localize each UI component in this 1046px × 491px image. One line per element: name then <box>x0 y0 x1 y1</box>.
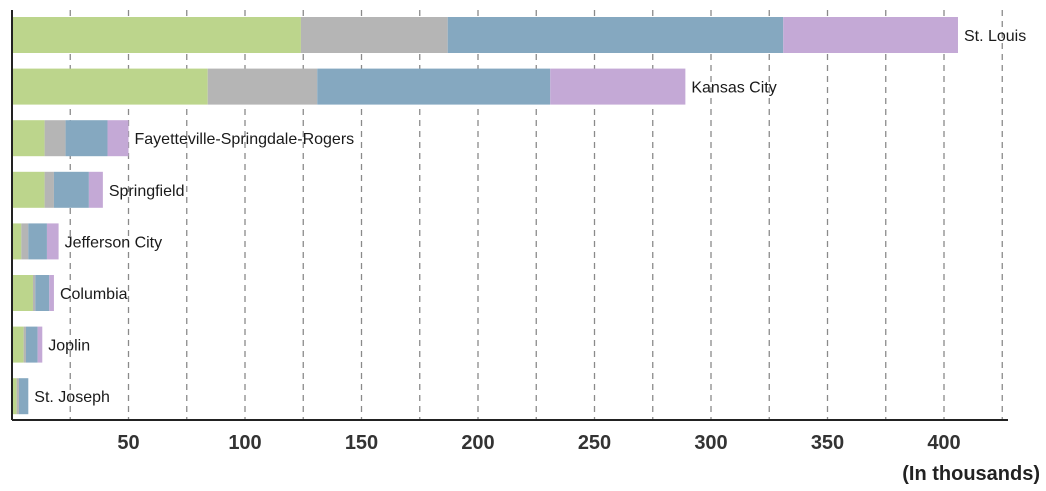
bar-segment-st-louis-2 <box>301 17 448 53</box>
bar-segment-fayetteville-springdale-rogers-2 <box>45 120 66 156</box>
bar-segment-jefferson-city-2 <box>21 223 28 259</box>
bar-row-jefferson-city <box>12 223 59 259</box>
bar-segment-jefferson-city-4 <box>47 223 59 259</box>
bar-segment-joplin-4 <box>38 327 43 363</box>
bar-segment-columbia-4 <box>49 275 54 311</box>
bar-segment-fayetteville-springdale-rogers-3 <box>66 120 108 156</box>
bar-segment-joplin-1 <box>12 327 24 363</box>
bar-row-st-louis <box>12 17 958 53</box>
bar-segment-columbia-2 <box>33 275 35 311</box>
category-label-kansas-city: Kansas City <box>691 80 776 97</box>
category-label-st-joseph: St. Joseph <box>34 389 110 406</box>
bar-segment-st-louis-3 <box>448 17 784 53</box>
bar-segment-kansas-city-4 <box>550 69 685 105</box>
x-tick-400: 400 <box>927 432 960 454</box>
category-label-jefferson-city: Jefferson City <box>65 234 163 251</box>
category-label-springfield: Springfield <box>109 183 185 200</box>
x-tick-labels: 50 100 150 200 250 300 350 400 <box>117 432 960 454</box>
x-tick-150: 150 <box>345 432 378 454</box>
bar-segment-springfield-2 <box>45 172 54 208</box>
bar-segment-springfield-1 <box>12 172 45 208</box>
unit-label: (In thousands) <box>902 463 1040 485</box>
x-tick-300: 300 <box>694 432 727 454</box>
bar-segment-springfield-4 <box>89 172 103 208</box>
category-label-joplin: Joplin <box>48 338 90 355</box>
bar-row-st-joseph <box>12 378 28 414</box>
x-tick-100: 100 <box>228 432 261 454</box>
x-tick-200: 200 <box>461 432 494 454</box>
bar-segment-fayetteville-springdale-rogers-4 <box>108 120 129 156</box>
bar-row-fayetteville-springdale-rogers <box>12 120 129 156</box>
bar-row-springfield <box>12 172 103 208</box>
bar-row-columbia <box>12 275 54 311</box>
bar-segment-columbia-3 <box>35 275 49 311</box>
bar-segment-kansas-city-2 <box>208 69 318 105</box>
bar-segment-jefferson-city-1 <box>12 223 21 259</box>
bar-row-joplin <box>12 327 42 363</box>
bar-segment-fayetteville-springdale-rogers-1 <box>12 120 45 156</box>
bar-segment-st-joseph-2 <box>17 378 19 414</box>
x-tick-350: 350 <box>811 432 844 454</box>
bar-segment-columbia-1 <box>12 275 33 311</box>
bar-segment-jefferson-city-3 <box>28 223 47 259</box>
category-label-st-louis: St. Louis <box>964 28 1026 45</box>
bar-segment-st-louis-4 <box>783 17 958 53</box>
x-tick-50: 50 <box>117 432 139 454</box>
bar-segment-joplin-2 <box>24 327 26 363</box>
bar-segment-joplin-3 <box>26 327 38 363</box>
x-tick-250: 250 <box>578 432 611 454</box>
bar-segment-st-louis-1 <box>12 17 301 53</box>
bar-segment-springfield-3 <box>54 172 89 208</box>
bars <box>12 17 958 414</box>
bar-segment-kansas-city-1 <box>12 69 208 105</box>
category-label-fayetteville-springdale-rogers: Fayetteville-Springdale-Rogers <box>135 131 355 148</box>
category-label-columbia: Columbia <box>60 286 128 303</box>
bar-segment-kansas-city-3 <box>317 69 550 105</box>
bar-row-kansas-city <box>12 69 685 105</box>
bar-segment-st-joseph-3 <box>19 378 28 414</box>
